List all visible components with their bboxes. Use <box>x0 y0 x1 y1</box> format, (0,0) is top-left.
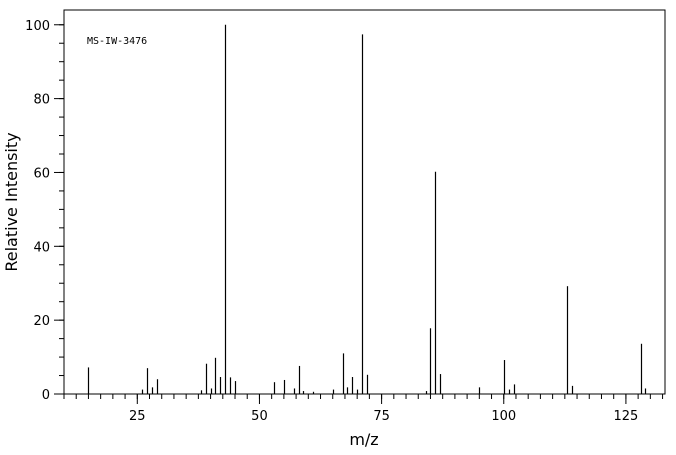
x-axis-title: m/z <box>349 430 378 449</box>
x-tick-label: 50 <box>251 409 268 424</box>
x-tick-label: 25 <box>129 409 146 424</box>
y-tick-label: 40 <box>33 240 50 255</box>
tick-labels: 25 50 75 100 125 0 20 40 60 80 100 <box>25 19 638 424</box>
y-tick-label: 100 <box>25 19 50 34</box>
x-tick-label: 125 <box>613 409 638 424</box>
y-tick-label: 0 <box>42 388 50 403</box>
x-tick-label: 75 <box>373 409 390 424</box>
y-tick-label: 20 <box>33 314 50 329</box>
major-ticks <box>54 24 627 404</box>
minor-ticks <box>59 24 664 399</box>
x-tick-label: 100 <box>491 409 516 424</box>
plot-frame <box>63 9 666 395</box>
y-tick-label: 80 <box>33 93 50 108</box>
spectrum-id-annotation: MS-IW-3476 <box>87 36 147 47</box>
y-axis-title: Relative Intensity <box>2 132 21 271</box>
y-tick-label: 60 <box>33 166 50 181</box>
peaks <box>87 24 647 394</box>
